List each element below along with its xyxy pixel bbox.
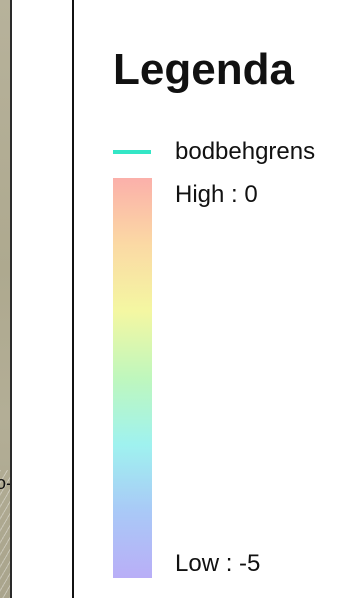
- color-ramp: [113, 178, 152, 578]
- color-ramp-bar: [113, 178, 152, 578]
- ramp-low-label: Low : -5: [175, 550, 261, 577]
- map-frame-edge: o-: [0, 0, 12, 598]
- ramp-high-label: High : 0: [175, 181, 258, 208]
- line-symbol-swatch: [113, 150, 151, 154]
- map-edge-text: o-: [0, 473, 12, 493]
- legend-divider-line: [72, 0, 74, 598]
- line-symbol-label: bodbehgrens: [175, 138, 316, 165]
- map-hatch-pattern: [0, 470, 10, 598]
- legend-title: Legenda: [113, 45, 294, 94]
